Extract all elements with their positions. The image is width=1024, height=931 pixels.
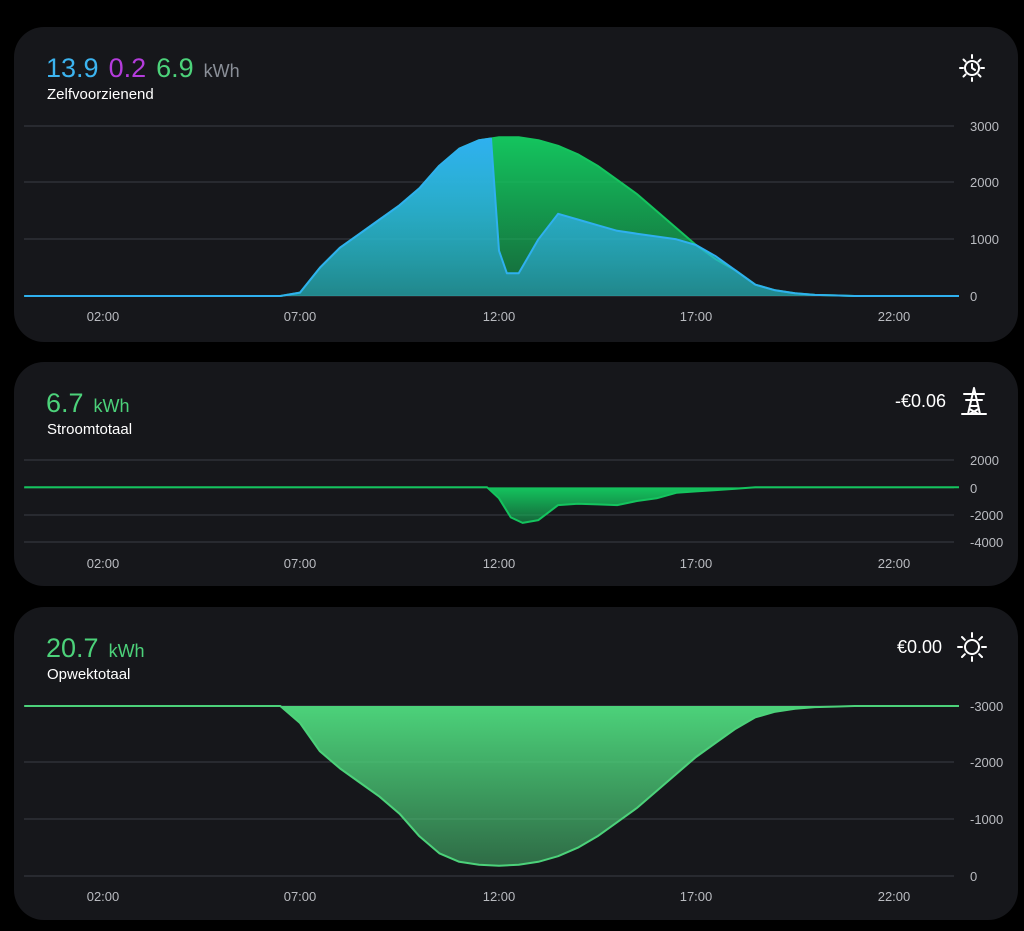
y-tick-label: 2000 [970,453,999,468]
y-tick-label: 2000 [970,175,999,190]
returned-value: 6.9 [156,53,194,83]
y-tick-label: -3000 [970,699,1003,714]
x-tick-label: 17:00 [680,889,713,904]
x-tick-label: 17:00 [680,556,713,571]
production-revenue: €0.00 [896,636,942,657]
card-title: Zelfvoorzienend [47,86,154,103]
solar-clock-icon[interactable] [956,51,988,83]
grid-total-card[interactable]: 6.7 kWh Stroomtotaal -€0.06 2000 0 -2000 -4… [14,362,1018,586]
sun-icon[interactable] [956,631,988,663]
unit-label: kWh [93,396,130,416]
x-tick-label: 22:00 [878,309,911,324]
y-tick-label: -2000 [970,755,1003,770]
production-total-card[interactable]: 20.7 kWh Opwektotaal €0.00 -3000 -2000 -10… [14,607,1018,920]
y-tick-label: 3000 [970,119,999,134]
production-total-values: 20.7 kWh [46,633,145,666]
battery-value: 0.2 [108,53,147,83]
x-tick-label: 12:00 [483,309,516,324]
x-tick-label: 22:00 [878,556,911,571]
series-line-0 [24,486,959,524]
x-tick-label: 02:00 [87,889,120,904]
grid-total-chart[interactable]: 2000 0 -2000 -4000 02:00 07:00 12:00 17:00 22:00 [14,362,1018,586]
x-tick-label: 07:00 [284,309,317,324]
series-line-0 [24,705,959,867]
x-tick-label: 17:00 [680,309,713,324]
x-tick-label: 07:00 [284,889,317,904]
x-tick-label: 12:00 [483,556,516,571]
self-sufficient-values: 13.9 0.2 6.9 kWh [46,53,240,86]
y-tick-label: -4000 [970,535,1003,550]
y-tick-label: -1000 [970,812,1003,827]
x-tick-label: 22:00 [878,889,911,904]
self-used-value: 13.9 [46,53,99,83]
series-area-0[interactable] [24,706,959,866]
unit-label: kWh [203,61,240,81]
grid-cost: -€0.06 [894,390,946,411]
self-sufficient-card[interactable]: 13.9 0.2 6.9 kWh Zelfvoorzienend 3000 200… [14,27,1018,342]
card-title: Stroomtotaal [47,421,133,438]
card-title: Opwektotaal [47,666,131,683]
grid-total-values: 6.7 kWh [46,388,130,421]
series-line-0 [24,137,959,297]
grid-total-value: 6.7 [46,388,84,418]
transmission-tower-icon[interactable] [960,386,988,416]
y-tick-label: -2000 [970,508,1003,523]
x-tick-label: 02:00 [87,556,120,571]
x-tick-label: 02:00 [87,309,120,324]
self-sufficient-chart[interactable]: 3000 2000 1000 0 02:00 07:00 12:00 17:00 22:00 [14,27,1018,342]
production-total-chart[interactable]: -3000 -2000 -1000 0 02:00 07:00 12:00 17:00 22:0… [14,607,1018,920]
y-tick-label: 1000 [970,232,999,247]
production-total-value: 20.7 [46,633,99,663]
y-tick-label: 0 [970,289,977,304]
x-tick-label: 12:00 [483,889,516,904]
series-area-0[interactable] [24,138,959,297]
y-tick-label: 0 [970,869,977,884]
unit-label: kWh [108,641,145,661]
x-tick-label: 07:00 [284,556,317,571]
y-tick-label: 0 [970,481,977,496]
